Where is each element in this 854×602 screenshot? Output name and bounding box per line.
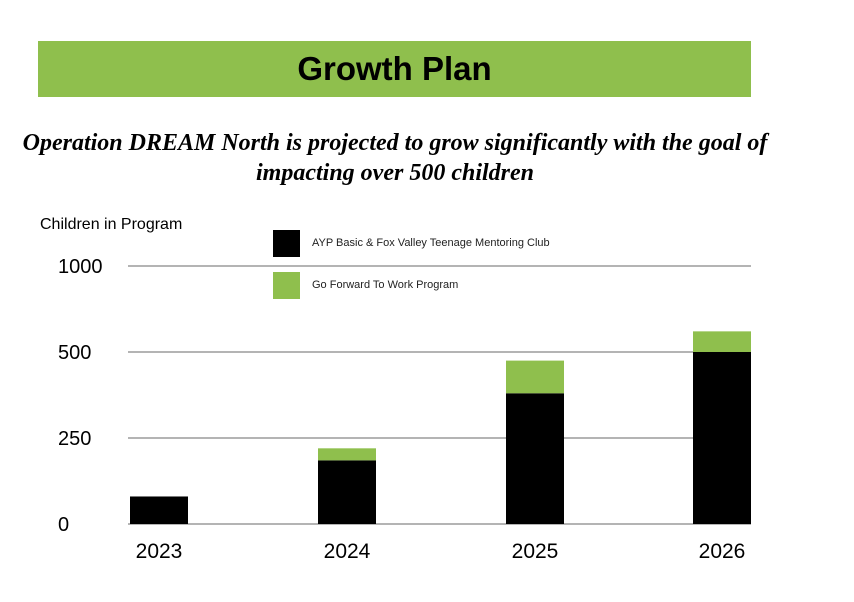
y-tick-label: 250 (58, 428, 91, 450)
x-tick-label: 2025 (512, 540, 559, 563)
bar-2026-series-1 (693, 352, 751, 524)
page-title: Growth Plan (297, 50, 492, 87)
bar-2025-series-1 (506, 393, 564, 524)
y-tick-label: 0 (58, 514, 69, 536)
y-tick-label: 1000 (58, 256, 103, 278)
x-tick-label: 2024 (324, 540, 371, 563)
bar-2026-series-2 (693, 331, 751, 352)
legend-label-2: Go Forward To Work Program (312, 279, 458, 291)
legend-label-1: AYP Basic & Fox Valley Teenage Mentoring… (312, 237, 550, 249)
bar-2024-series-2 (318, 448, 376, 461)
bar-2024-series-1 (318, 460, 376, 524)
subtitle: Operation DREAM North is projected to gr… (22, 130, 768, 186)
y-axis-label: Children in Program (40, 216, 182, 233)
y-tick-label: 500 (58, 342, 91, 364)
x-tick-label: 2023 (136, 540, 183, 563)
title-banner: Growth Plan (38, 41, 751, 97)
bar-2023-series-1 (130, 496, 188, 524)
bar-2025-series-2 (506, 360, 564, 394)
legend-swatch-2 (273, 272, 300, 299)
legend-swatch-1 (273, 230, 300, 257)
x-tick-label: 2026 (699, 540, 746, 563)
